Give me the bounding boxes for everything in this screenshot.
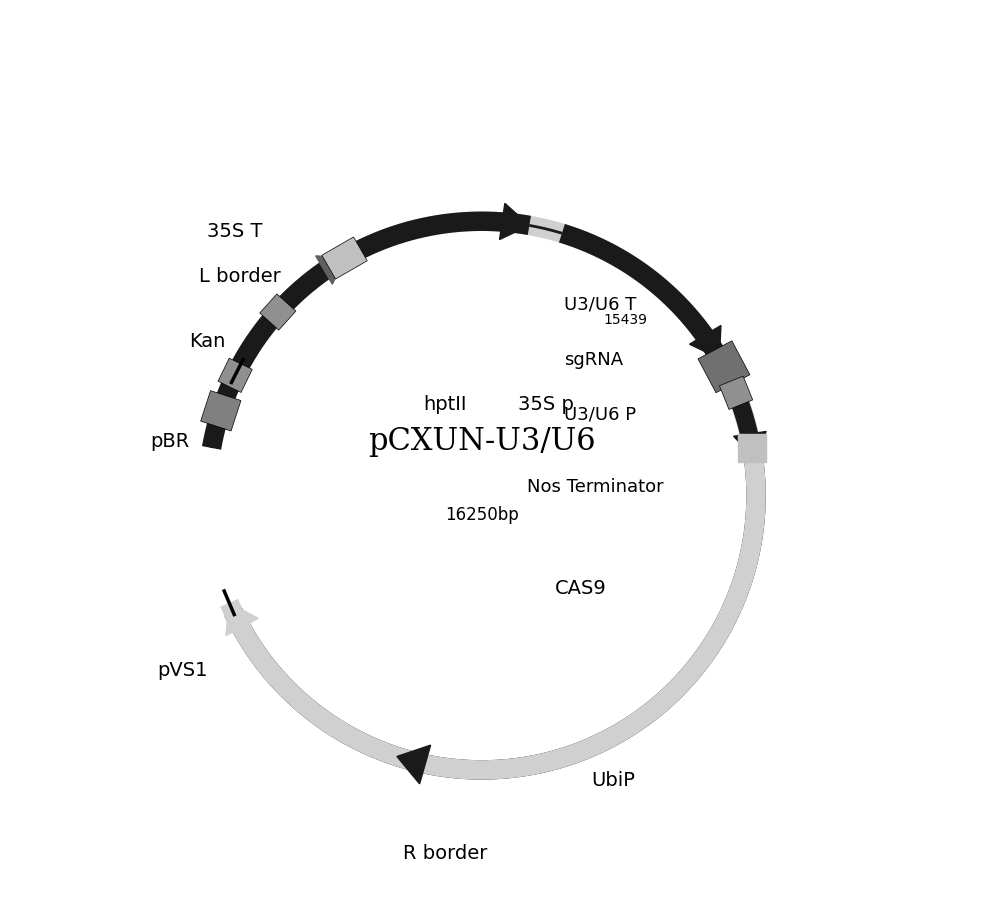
Text: L border: L border bbox=[199, 267, 281, 286]
Text: Kan: Kan bbox=[189, 331, 226, 350]
Text: hptII: hptII bbox=[423, 395, 467, 414]
Polygon shape bbox=[500, 204, 529, 240]
Polygon shape bbox=[316, 256, 345, 285]
FancyBboxPatch shape bbox=[698, 342, 750, 393]
Text: 15439: 15439 bbox=[603, 312, 647, 326]
Polygon shape bbox=[690, 326, 721, 359]
Text: Nos Terminator: Nos Terminator bbox=[527, 478, 664, 496]
Text: U3/U6 T: U3/U6 T bbox=[564, 295, 636, 313]
FancyBboxPatch shape bbox=[719, 377, 753, 410]
Text: 16250bp: 16250bp bbox=[445, 505, 519, 523]
Text: sgRNA: sgRNA bbox=[564, 350, 623, 369]
Text: pVS1: pVS1 bbox=[157, 660, 207, 679]
Text: 35S p: 35S p bbox=[518, 395, 574, 414]
Text: pBR: pBR bbox=[150, 432, 189, 450]
Polygon shape bbox=[397, 745, 431, 784]
Polygon shape bbox=[226, 603, 258, 636]
FancyBboxPatch shape bbox=[322, 238, 367, 279]
Polygon shape bbox=[734, 432, 766, 458]
Text: pCXUN-U3/U6: pCXUN-U3/U6 bbox=[368, 425, 596, 457]
Text: 35S T: 35S T bbox=[207, 221, 262, 240]
Text: R border: R border bbox=[403, 843, 487, 862]
FancyBboxPatch shape bbox=[218, 358, 252, 393]
Text: CAS9: CAS9 bbox=[555, 578, 607, 596]
Text: UbiP: UbiP bbox=[591, 770, 635, 789]
FancyBboxPatch shape bbox=[260, 295, 296, 331]
Text: U3/U6 P: U3/U6 P bbox=[564, 405, 636, 423]
FancyBboxPatch shape bbox=[201, 391, 241, 432]
